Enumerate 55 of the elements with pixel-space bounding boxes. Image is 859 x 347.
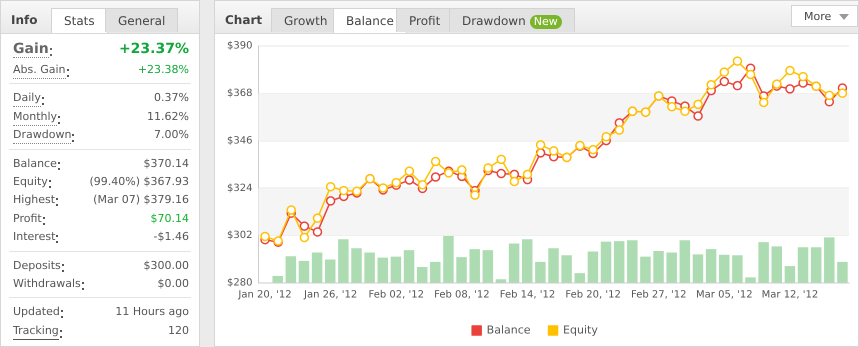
category-label: Gain — [13, 41, 49, 58]
x-tick-label: Feb 20, '12 — [565, 290, 621, 301]
category-label: Equity — [13, 174, 48, 190]
x-tick-label: Jan 20, '12 — [237, 290, 292, 301]
text: +23.38% — [138, 63, 189, 76]
text: Profit — [396, 8, 454, 32]
x-tick-label: Jan 26, '12 — [303, 290, 358, 301]
text: +23.37% — [118, 41, 189, 57]
x-tick-label: Feb 27, '12 — [630, 290, 686, 301]
text: New — [530, 15, 562, 29]
y-tick-label: $390 — [226, 40, 252, 52]
text: 120 — [168, 324, 189, 337]
category-label: Profit — [13, 210, 42, 227]
category-label: Updated — [13, 304, 60, 320]
text: Stats — [51, 8, 108, 33]
category-label: Balance — [13, 156, 57, 172]
text: Info — [11, 12, 38, 29]
text: 11 Hours ago — [115, 305, 189, 318]
text: $70.14 — [150, 212, 189, 225]
text: (Mar 07) $379.16 — [93, 193, 189, 206]
x-tick-label: Mar 05, '12 — [696, 290, 753, 301]
text: Growth — [271, 8, 340, 32]
x-tick-label: Feb 08, '12 — [434, 290, 490, 301]
text: Drawdown — [462, 14, 526, 28]
category-label: Interest — [13, 229, 56, 246]
category-label: Withdrawals — [13, 276, 81, 292]
y-tick-label: $324 — [226, 182, 252, 194]
text: 7.00% — [154, 128, 189, 142]
y-tick-label: $302 — [226, 230, 252, 242]
text: Balance — [333, 8, 407, 33]
x-tick-label: Feb 02, '12 — [368, 290, 424, 301]
legend-label: Balance — [486, 323, 531, 336]
text: $300.00 — [144, 258, 189, 272]
text: -$1.46 — [154, 230, 189, 244]
text: $0.00 — [158, 277, 189, 290]
text: 11.62% — [147, 110, 189, 123]
y-tick-label: $346 — [226, 135, 252, 146]
category-label: Tracking — [13, 322, 59, 340]
text: $370.14 — [144, 156, 189, 170]
category-label: Highest — [13, 192, 56, 208]
x-tick-label: Mar 12, '12 — [762, 290, 818, 301]
category-label: Drawdown — [13, 127, 72, 144]
category-label: Abs. Gain — [13, 62, 66, 79]
text: More — [791, 5, 858, 27]
chart-title: Chart — [225, 12, 262, 29]
y-tick-label: $368 — [226, 88, 252, 99]
category-label: Daily — [13, 90, 41, 108]
text: 0.37% — [154, 91, 189, 104]
text: (99.40%) $367.93 — [89, 175, 189, 188]
legend-label: Equity — [563, 323, 598, 336]
category-label: Monthly — [13, 108, 58, 126]
y-tick-label: $280 — [226, 278, 252, 289]
x-tick-label: Feb 14, '12 — [500, 290, 556, 301]
category-label: Deposits — [13, 258, 61, 274]
text: General — [105, 8, 178, 32]
